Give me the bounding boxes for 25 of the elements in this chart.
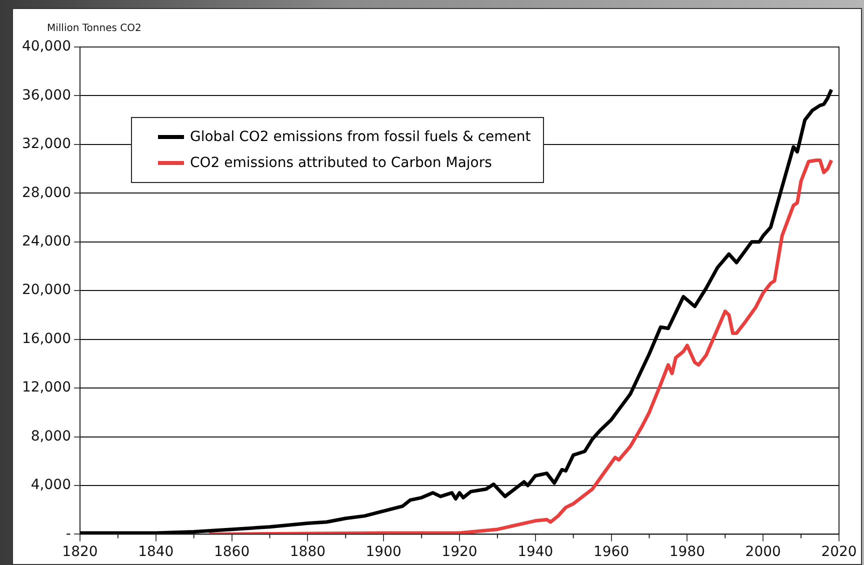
y-tick-label: 20,000	[22, 282, 71, 298]
x-tick-label: 1840	[138, 544, 174, 560]
y-tick-label: 8,000	[30, 428, 71, 444]
x-tick-label: 2000	[745, 544, 781, 560]
y-tick-label: 36,000	[22, 87, 71, 104]
y-tick-label: 24,000	[22, 234, 71, 250]
x-tick-label: 1820	[62, 544, 98, 560]
x-tick-label: 1960	[593, 544, 630, 560]
x-tick-label: 1860	[214, 544, 250, 560]
x-tick-label: 1920	[442, 544, 478, 560]
y-tick-label: -	[66, 526, 71, 542]
legend-label: CO2 emissions attributed to Carbon Majors	[190, 155, 492, 171]
x-tick-label: 1880	[290, 544, 326, 560]
x-tick-label: 2020	[821, 544, 857, 560]
legend-label: Global CO2 emissions from fossil fuels & cement	[190, 129, 531, 145]
y-tick-label: 12,000	[22, 380, 71, 396]
x-tick-label: 1940	[518, 544, 554, 560]
y-tick-label: 28,000	[22, 184, 71, 201]
y-tick-label: 40,000	[22, 38, 71, 55]
y-tick-label: 32,000	[22, 136, 71, 152]
y-axis-title: Million Tonnes CO2	[47, 23, 142, 34]
x-tick-label: 1900	[366, 544, 402, 560]
y-tick-label: 4,000	[30, 477, 71, 494]
y-tick-label: 16,000	[22, 330, 71, 347]
x-tick-label: 1980	[669, 544, 706, 560]
